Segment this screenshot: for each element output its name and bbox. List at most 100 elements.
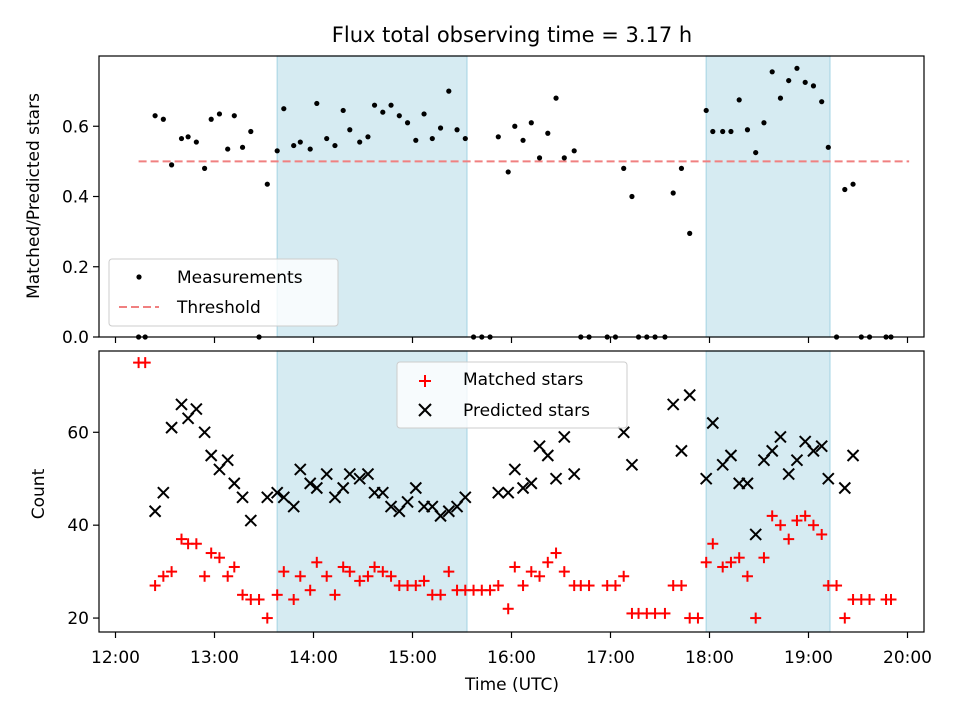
x-stroke xyxy=(244,514,258,527)
matched-star-point xyxy=(758,552,770,564)
measurement-point xyxy=(239,144,246,150)
x-stroke xyxy=(807,444,820,458)
y-axis-ticks: 20 40 60 xyxy=(67,423,99,629)
matched-star-point xyxy=(278,566,290,578)
matched-star-point xyxy=(675,580,687,592)
legend-label-threshold: Threshold xyxy=(176,298,261,318)
x-stroke xyxy=(236,491,249,504)
x-stroke xyxy=(426,500,439,513)
matched-star-point xyxy=(766,510,778,522)
measurement-point xyxy=(744,127,751,133)
matched-star-point xyxy=(707,538,719,550)
matched-star-point xyxy=(385,570,397,582)
predicted-star-point xyxy=(790,453,804,467)
matched-star-point xyxy=(288,593,300,605)
predicted-star-point xyxy=(353,472,366,485)
x-stroke xyxy=(765,444,779,458)
legend-dot-marker xyxy=(136,274,142,280)
x-stroke xyxy=(157,486,170,499)
measurement-point xyxy=(571,148,577,154)
matched-star-point xyxy=(864,593,876,605)
matched-star-point xyxy=(517,580,529,592)
matched-star-point xyxy=(816,528,828,540)
x-axis-ticks: 12:00 13:00 14:00 15:00 16:00 17:00 18:00 19:00… xyxy=(91,632,932,668)
predicted-star-point xyxy=(675,444,688,458)
x-stroke xyxy=(270,486,284,499)
matched-star-point xyxy=(750,612,762,624)
matched-star-point xyxy=(542,556,554,568)
x-stroke xyxy=(190,402,203,416)
measurement-point xyxy=(297,139,303,145)
matched-star-point xyxy=(831,580,843,592)
measurement-point xyxy=(396,113,402,119)
predicted-star-point xyxy=(157,486,170,499)
measurement-point xyxy=(437,125,444,131)
predicted-star-point xyxy=(343,467,357,481)
matched-star-point xyxy=(228,561,240,573)
predicted-star-point xyxy=(838,481,852,495)
predicted-star-point xyxy=(846,449,860,462)
measurement-point xyxy=(728,128,734,135)
matched-star-point xyxy=(166,566,178,578)
matched-star-point xyxy=(205,547,217,559)
matched-star-point xyxy=(176,533,187,545)
predicted-star-point xyxy=(175,398,188,411)
y-tick-label: 0.0 xyxy=(62,328,89,348)
matched-star-point xyxy=(725,556,737,568)
measurement-point xyxy=(193,139,199,145)
x-tick-label: 14:00 xyxy=(289,648,338,668)
measurement-point xyxy=(842,186,848,193)
matched-star-point xyxy=(410,580,422,592)
x-tick-label: 17:00 xyxy=(586,648,635,668)
predicted-star-point xyxy=(442,505,456,518)
measurement-point xyxy=(340,107,346,114)
x-stroke xyxy=(277,491,291,504)
x-stroke xyxy=(741,477,754,490)
x-stroke xyxy=(675,444,688,458)
predicted-star-point xyxy=(549,472,563,485)
matched-star-point xyxy=(261,612,273,624)
predicted-star-point xyxy=(492,486,505,499)
measurement-point xyxy=(380,109,386,115)
matched-star-point xyxy=(354,575,366,587)
measurement-point xyxy=(371,102,378,108)
y-tick-label: 0.6 xyxy=(62,117,89,137)
measurement-point xyxy=(736,97,742,103)
matched-star-point xyxy=(311,556,323,568)
predicted-star-point xyxy=(706,416,720,430)
matched-star-point xyxy=(783,533,795,545)
measurement-point xyxy=(769,69,775,75)
measurement-point xyxy=(314,100,320,107)
predicted-star-point xyxy=(434,509,447,523)
measurement-point xyxy=(225,146,231,152)
x-tick-label: 20:00 xyxy=(883,648,932,668)
measurement-point xyxy=(281,106,287,112)
predicted-star-point xyxy=(190,402,203,416)
predicted-star-point xyxy=(361,467,375,481)
measurement-point xyxy=(462,135,468,142)
x-stroke xyxy=(261,491,274,504)
predicted-star-point xyxy=(401,495,414,509)
measurement-point xyxy=(178,135,185,142)
matched-star-point xyxy=(484,584,496,596)
predicted-star-point xyxy=(303,477,317,490)
measurement-point xyxy=(388,102,394,108)
x-stroke xyxy=(320,467,333,481)
x-stroke xyxy=(310,481,324,495)
predicted-star-point xyxy=(501,486,515,499)
x-tick-label: 18:00 xyxy=(685,648,734,668)
x-stroke xyxy=(683,388,696,402)
matched-star-point xyxy=(558,566,570,578)
measurement-point xyxy=(545,130,551,136)
matched-star-point xyxy=(199,570,211,582)
predicted-star-point xyxy=(749,528,762,541)
matched-star-point xyxy=(213,552,225,564)
x-tick-label: 15:00 xyxy=(388,648,437,668)
x-stroke xyxy=(343,467,357,481)
x-stroke xyxy=(401,495,414,509)
measurement-point xyxy=(429,135,435,142)
measurement-point xyxy=(152,113,158,119)
plot-frame xyxy=(98,55,925,338)
predicted-star-point xyxy=(774,430,787,444)
predicted-star-point xyxy=(782,467,795,481)
